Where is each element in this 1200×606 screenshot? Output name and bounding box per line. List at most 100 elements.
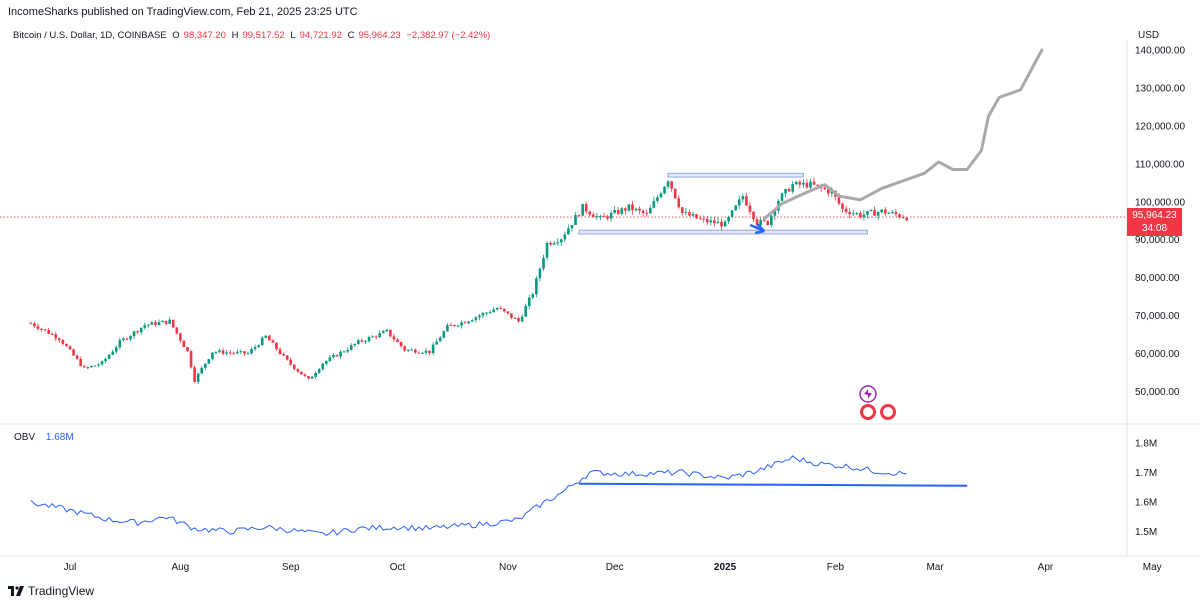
candle-body bbox=[122, 338, 125, 341]
projection-path bbox=[762, 48, 1044, 221]
candle-body bbox=[364, 341, 367, 343]
obv-tick-label: 1.7M bbox=[1135, 468, 1157, 479]
candle-body bbox=[282, 354, 285, 356]
candle-body bbox=[367, 337, 371, 342]
candle-body bbox=[773, 210, 777, 216]
candle-body bbox=[335, 354, 339, 357]
candle-body bbox=[93, 365, 97, 367]
candle-body bbox=[47, 330, 50, 334]
candle-body bbox=[275, 342, 278, 350]
symbol-name[interactable]: Bitcoin / U.S. Dollar, 1D, COINBASE bbox=[13, 30, 167, 41]
candle-body bbox=[182, 340, 186, 348]
high-label: H bbox=[231, 30, 239, 41]
candle-body bbox=[723, 221, 727, 227]
obv-legend[interactable]: OBV 1.68M bbox=[14, 432, 74, 443]
candle-body bbox=[730, 210, 734, 217]
candle-body bbox=[321, 363, 325, 370]
price-tick-label: 130,000.00 bbox=[1135, 83, 1185, 94]
candle-body bbox=[90, 365, 93, 368]
candle-body bbox=[157, 322, 161, 326]
candle-body bbox=[883, 209, 887, 214]
time-tick-label: Nov bbox=[499, 562, 517, 573]
candle-body bbox=[873, 209, 876, 216]
candle-body bbox=[82, 366, 86, 368]
candle-body bbox=[303, 374, 307, 377]
candle-body bbox=[737, 199, 741, 206]
candle-body bbox=[86, 367, 90, 369]
price-tick-label: 140,000.00 bbox=[1135, 45, 1185, 56]
candle-body bbox=[431, 344, 435, 354]
bar-countdown: 34:08 bbox=[1141, 223, 1168, 234]
tradingview-logo-icon bbox=[8, 586, 24, 596]
candle-body bbox=[168, 319, 171, 324]
candle-body bbox=[175, 327, 179, 334]
candle-body bbox=[652, 201, 656, 208]
candle-body bbox=[203, 363, 207, 368]
candle-body bbox=[75, 355, 79, 359]
last-price-badge: 95,964.23 34:08 bbox=[1127, 208, 1182, 236]
candle-body bbox=[552, 243, 556, 245]
candle-body bbox=[495, 308, 499, 310]
candle-body bbox=[200, 367, 204, 374]
candle-body bbox=[100, 361, 104, 365]
candle-body bbox=[876, 212, 880, 216]
candle-body bbox=[456, 325, 460, 327]
candle-body bbox=[470, 320, 474, 322]
candle-body bbox=[446, 324, 449, 332]
event-icons bbox=[859, 385, 896, 420]
high-value: 99,517.52 bbox=[242, 30, 285, 41]
candle-body bbox=[663, 186, 666, 194]
us-event-icon-inner bbox=[883, 407, 893, 417]
candle-body bbox=[862, 214, 866, 218]
candle-body bbox=[748, 205, 752, 212]
price-tick-label: 70,000.00 bbox=[1135, 311, 1180, 322]
candle-body bbox=[602, 215, 606, 217]
low-label: L bbox=[290, 30, 296, 41]
candle-body bbox=[716, 221, 720, 224]
candle-body bbox=[346, 349, 349, 352]
candle-body bbox=[609, 212, 613, 219]
candle-body bbox=[136, 331, 139, 333]
candle-body bbox=[794, 181, 798, 185]
candle-body bbox=[421, 352, 424, 354]
candle-body bbox=[837, 196, 841, 204]
candle-body bbox=[325, 360, 328, 364]
candle-body bbox=[823, 187, 827, 190]
candle-body bbox=[894, 211, 898, 215]
price-tick-label: 100,000.00 bbox=[1135, 197, 1185, 208]
candle-body bbox=[61, 340, 65, 345]
candle-body bbox=[296, 369, 300, 372]
candle-body bbox=[791, 184, 794, 192]
candle-body bbox=[385, 329, 389, 332]
candle-body bbox=[268, 335, 271, 341]
candle-body bbox=[179, 333, 182, 341]
candle-body bbox=[438, 337, 442, 342]
obv-line bbox=[30, 455, 907, 537]
candle-body bbox=[36, 326, 40, 329]
candle-body bbox=[467, 321, 471, 324]
candle-body bbox=[577, 215, 581, 217]
candle-body bbox=[887, 212, 891, 214]
resistance-zone bbox=[667, 172, 804, 178]
candle-body bbox=[688, 212, 691, 216]
tradingview-brand[interactable]: TradingView bbox=[8, 584, 94, 598]
last-price-value: 95,964.23 bbox=[1132, 210, 1177, 221]
currency-label[interactable]: USD bbox=[1138, 30, 1160, 41]
candle-body bbox=[410, 349, 414, 351]
candle-body bbox=[246, 353, 250, 355]
candle-body bbox=[826, 189, 830, 194]
candle-body bbox=[171, 319, 175, 328]
candle-body bbox=[147, 324, 150, 326]
candle-body bbox=[317, 369, 321, 373]
symbol-legend: Bitcoin / U.S. Dollar, 1D, COINBASE O 98,… bbox=[13, 30, 493, 41]
time-tick-label: Apr bbox=[1038, 562, 1054, 573]
candle-body bbox=[713, 220, 716, 224]
candle-body bbox=[531, 294, 535, 298]
candle-body bbox=[599, 215, 602, 217]
candle-body bbox=[357, 340, 360, 344]
candle-body bbox=[428, 350, 431, 354]
candle-body bbox=[417, 352, 421, 354]
candle-body bbox=[805, 182, 809, 188]
candle-body bbox=[648, 207, 652, 214]
